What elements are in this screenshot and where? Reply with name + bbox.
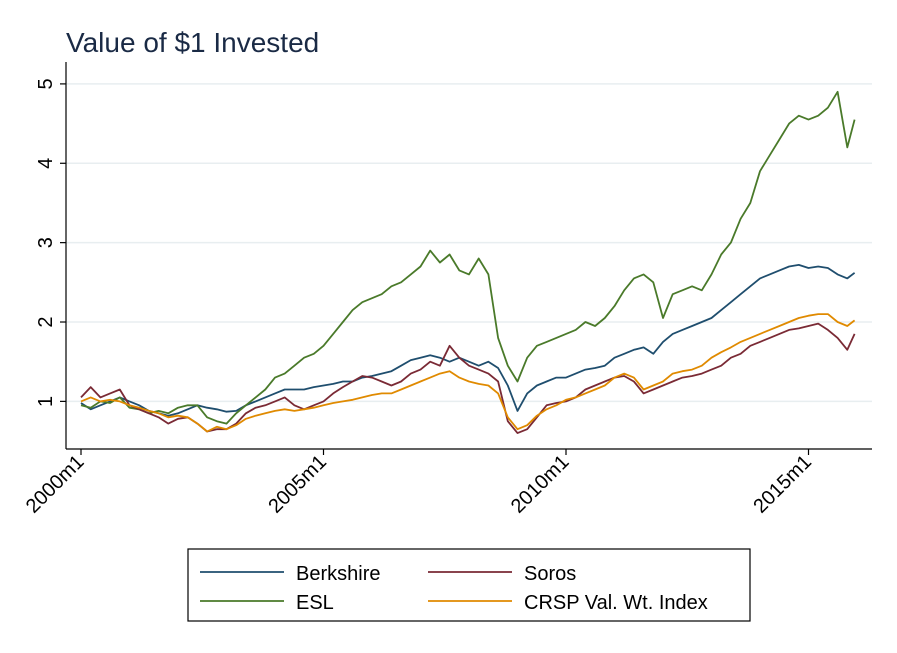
legend-label-1: ESL xyxy=(296,592,334,614)
series-lines xyxy=(80,90,856,435)
grid-lines xyxy=(66,83,872,403)
y-tick-label-4: 5 xyxy=(35,78,57,89)
legend: Berkshire Soros ESL CRSP Val. Wt. Index xyxy=(187,548,751,622)
series-line-1 xyxy=(80,90,856,425)
legend-label-0: Berkshire xyxy=(296,563,380,585)
y-tick-label-1: 2 xyxy=(35,316,57,327)
chart-title: Value of $1 Invested xyxy=(66,27,319,58)
legend-label-3: CRSP Val. Wt. Index xyxy=(524,592,708,614)
y-tick-label-0: 1 xyxy=(35,396,57,407)
legend-label-2: Soros xyxy=(524,563,576,585)
legend-box xyxy=(187,548,751,622)
y-tick-label-2: 3 xyxy=(35,237,57,248)
y-tick-label-3: 4 xyxy=(35,158,57,169)
series-line-3 xyxy=(80,313,856,433)
series-line-0 xyxy=(80,263,856,417)
